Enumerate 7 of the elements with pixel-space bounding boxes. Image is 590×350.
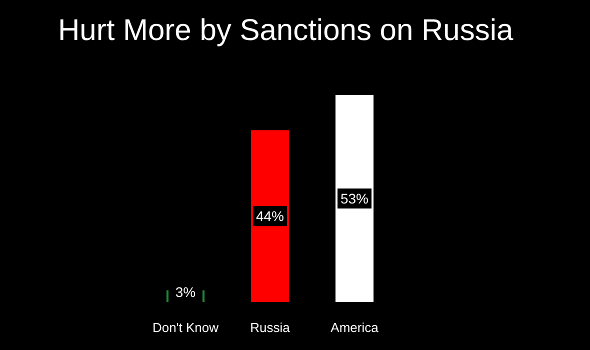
data-label: 53%: [340, 190, 369, 206]
data-label: 3%: [175, 284, 196, 300]
data-label: 44%: [256, 208, 284, 224]
x-tick-label: Russia: [250, 320, 291, 335]
x-tick-label: Don't Know: [152, 320, 220, 335]
x-tick-label: America: [330, 320, 380, 335]
chart-title: Hurt More by Sanctions on Russia: [58, 14, 514, 47]
